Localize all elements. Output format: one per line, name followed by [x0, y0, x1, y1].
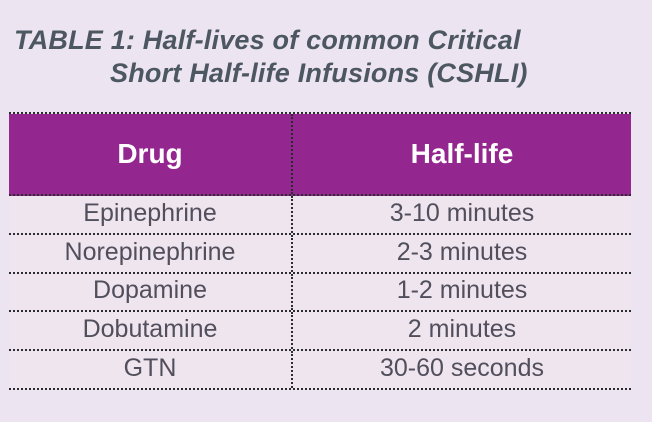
half-life-cell: 30-60 seconds: [291, 351, 631, 388]
column-header-drug: Drug: [117, 138, 183, 169]
caption-line-2: Short Half-life Infusions (CSHLI): [110, 58, 528, 88]
table-caption: TABLE 1: Half-lives of common Critical S…: [14, 24, 528, 90]
caption-line-1: TABLE 1: Half-lives of common Critical: [14, 25, 521, 55]
drug-name-cell: Dobutamine: [82, 315, 218, 344]
table-header-row: Drug Half-life: [9, 114, 631, 196]
drug-name-cell: Norepinephrine: [64, 237, 236, 266]
drug-name-cell: GTN: [123, 354, 177, 383]
half-life-cell: 2 minutes: [291, 312, 631, 350]
half-life-cell: 1-2 minutes: [291, 273, 631, 311]
drug-half-life-table: Drug Half-life Epinephrine 3-10 minutes …: [9, 112, 631, 390]
half-life-cell: 3-10 minutes: [291, 196, 631, 233]
table-row: Epinephrine 3-10 minutes: [9, 196, 631, 235]
table-row: Dopamine 1-2 minutes: [9, 273, 631, 313]
table-row: Norepinephrine 2-3 minutes: [9, 234, 631, 274]
column-header-half-life: Half-life: [291, 114, 631, 194]
drug-name-cell: Epinephrine: [83, 198, 217, 227]
drug-name-cell: Dopamine: [93, 276, 207, 305]
half-life-cell: 2-3 minutes: [291, 234, 631, 272]
table-row: GTN 30-60 seconds: [9, 351, 631, 390]
table-row: Dobutamine 2 minutes: [9, 312, 631, 352]
